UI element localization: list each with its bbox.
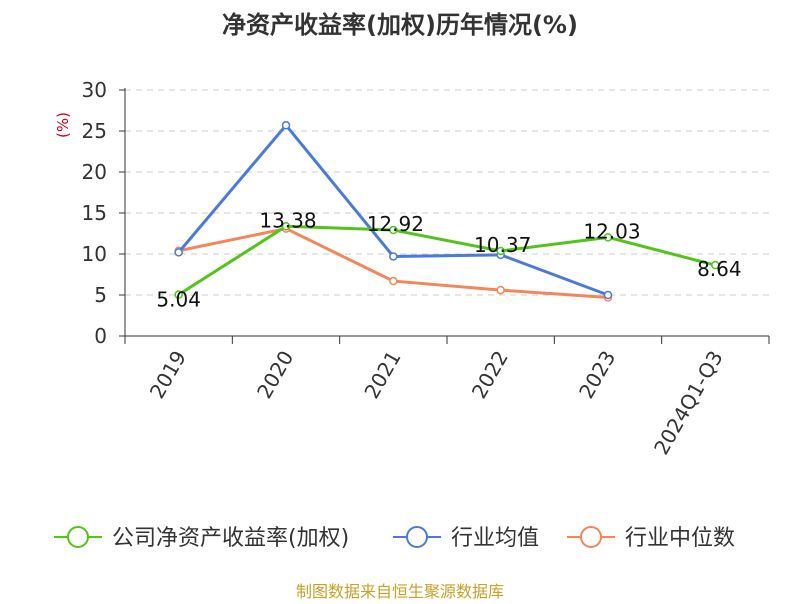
data-point [603, 290, 613, 300]
series-line [177, 123, 609, 297]
data-point [281, 222, 291, 231]
source-note: 制图数据来自恒生聚源数据库 [296, 582, 504, 600]
legend-swatch-marker [580, 526, 602, 548]
data-point [603, 233, 613, 242]
y-tick-label: 5 [94, 283, 107, 307]
data-point [711, 260, 720, 270]
data-point [389, 252, 398, 261]
data-point [174, 290, 183, 299]
y-tick-label: 10 [82, 242, 107, 266]
data-label: 5.04 [156, 288, 201, 312]
data-labels: 5.04 13.38 12.92 10.37 12.03 8.64 [156, 208, 741, 311]
chart-title: 净资产收益率(加权)历年情况(%) [222, 11, 578, 39]
y-tick-label: 20 [82, 160, 107, 184]
data-label: 12.92 [367, 212, 424, 236]
x-tick-label: 2022 [467, 346, 513, 402]
legend-label: 行业中位数 [625, 526, 735, 551]
y-tick-label: 25 [82, 119, 107, 143]
x-tick-label: 2019 [145, 347, 191, 403]
data-label: 13.38 [259, 208, 316, 232]
x-tick-label: 2024Q1-Q3 [649, 347, 728, 459]
data-point [389, 225, 398, 235]
y-tick-label: 0 [94, 324, 107, 348]
series-line [178, 227, 609, 299]
legend: 公司净资产收益率(加权) 行业均值 行业中位数 [54, 526, 735, 551]
axes: 0 5 10 15 20 25 30 2019 2020 2021 2022 2023 2024Q1-Q… [82, 78, 770, 459]
y-axis-label: (%) [54, 112, 72, 138]
series-line [177, 224, 716, 296]
data-point [389, 276, 398, 286]
y-tick-label: 15 [82, 201, 107, 225]
x-tick-label: 2020 [252, 347, 298, 403]
legend-swatch-marker [67, 526, 89, 548]
data-label: 10.37 [474, 233, 531, 257]
legend-swatch-marker [406, 526, 428, 548]
series-layer [174, 121, 720, 302]
legend-label: 公司净资产收益率(加权) [112, 526, 349, 551]
x-tick-label: 2021 [359, 347, 405, 403]
x-tick-label: 2023 [574, 347, 620, 403]
legend-label: 行业均值 [451, 526, 539, 551]
data-label: 12.03 [583, 219, 640, 243]
y-tick-label: 30 [82, 78, 107, 102]
data-point [496, 285, 505, 295]
data-point [496, 246, 505, 256]
gridlines [125, 89, 769, 296]
data-label: 8.64 [697, 257, 742, 281]
data-point [281, 121, 291, 130]
data-point [174, 248, 183, 257]
